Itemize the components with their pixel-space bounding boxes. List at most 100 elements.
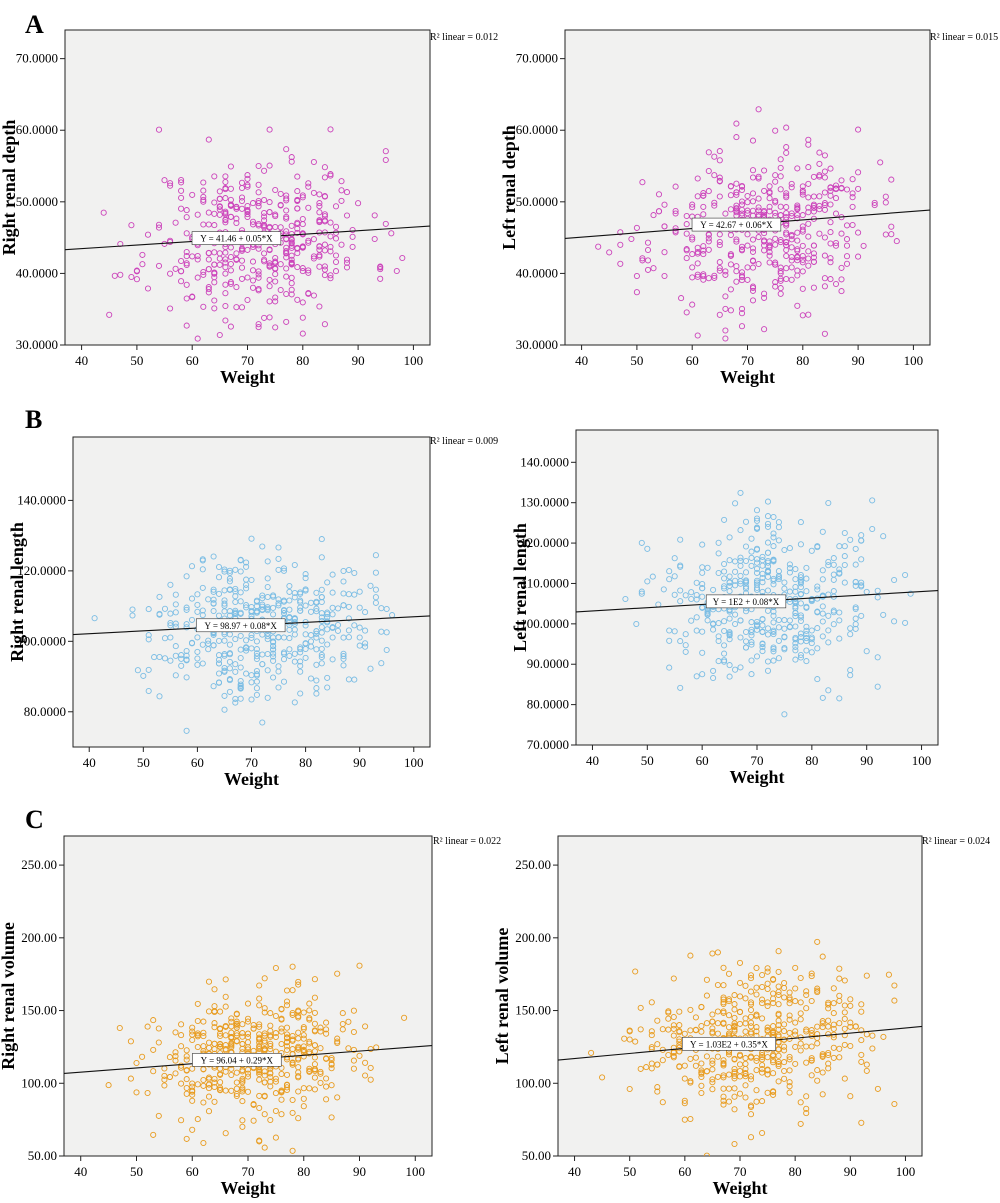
data-point bbox=[178, 268, 185, 275]
data-point bbox=[261, 217, 268, 224]
data-point bbox=[283, 244, 290, 251]
data-point bbox=[183, 214, 190, 221]
data-point bbox=[731, 1026, 738, 1033]
data-point bbox=[786, 1029, 793, 1036]
data-point bbox=[688, 595, 695, 603]
data-point bbox=[183, 621, 190, 628]
data-point bbox=[777, 285, 784, 292]
data-point bbox=[334, 605, 342, 612]
data-point bbox=[632, 968, 639, 975]
data-point bbox=[808, 997, 815, 1005]
data-point bbox=[244, 202, 251, 210]
data-point bbox=[830, 1044, 837, 1051]
data-point bbox=[877, 159, 884, 166]
y-tick-label: 40.0000 bbox=[516, 265, 558, 280]
data-point bbox=[841, 553, 848, 560]
data-point bbox=[345, 627, 352, 634]
data-point bbox=[726, 673, 733, 680]
data-point bbox=[722, 293, 729, 300]
data-point bbox=[144, 1089, 151, 1097]
data-point bbox=[297, 599, 304, 606]
data-point bbox=[720, 1062, 727, 1069]
data-point bbox=[189, 1024, 196, 1031]
data-point bbox=[227, 185, 234, 192]
data-point bbox=[340, 634, 347, 641]
data-point bbox=[836, 992, 843, 999]
data-point bbox=[819, 1020, 826, 1027]
equation-box bbox=[691, 217, 782, 232]
data-point bbox=[327, 248, 334, 255]
data-point bbox=[700, 190, 707, 197]
data-point bbox=[709, 1066, 716, 1073]
data-point bbox=[731, 1065, 738, 1073]
data-point bbox=[311, 1009, 318, 1016]
data-point bbox=[720, 1093, 727, 1100]
x-tick-label: 100 bbox=[404, 755, 424, 770]
data-point bbox=[305, 237, 312, 244]
data-point bbox=[803, 991, 810, 999]
data-point bbox=[814, 586, 821, 593]
data-point bbox=[749, 190, 757, 197]
data-point bbox=[671, 628, 678, 635]
data-point bbox=[716, 193, 723, 200]
data-point bbox=[183, 604, 190, 611]
data-point bbox=[232, 588, 239, 595]
data-point bbox=[764, 567, 772, 574]
data-point bbox=[781, 1067, 788, 1075]
data-point bbox=[676, 1042, 683, 1049]
data-point bbox=[332, 252, 340, 259]
data-point bbox=[759, 1062, 766, 1069]
data-point bbox=[275, 684, 282, 691]
data-point bbox=[825, 1049, 832, 1057]
data-point bbox=[648, 1028, 655, 1035]
plot-area bbox=[564, 29, 931, 346]
data-point bbox=[264, 583, 271, 591]
data-point bbox=[792, 566, 799, 573]
data-point bbox=[753, 984, 760, 991]
data-point bbox=[338, 197, 345, 204]
data-point bbox=[167, 182, 174, 189]
data-point bbox=[283, 249, 290, 256]
data-point bbox=[266, 209, 273, 216]
x-tick-label: 50 bbox=[130, 353, 143, 368]
data-point bbox=[316, 303, 323, 310]
points bbox=[100, 126, 406, 342]
data-point bbox=[814, 1067, 821, 1074]
data-point bbox=[836, 965, 843, 972]
data-point bbox=[788, 184, 795, 191]
data-point bbox=[294, 250, 301, 257]
data-point bbox=[329, 656, 336, 663]
data-point bbox=[744, 192, 751, 200]
data-point bbox=[827, 229, 834, 236]
data-point bbox=[799, 223, 806, 230]
data-point bbox=[683, 230, 690, 237]
panel-letter-c: C bbox=[25, 805, 44, 834]
data-point bbox=[666, 568, 673, 575]
data-point bbox=[259, 607, 266, 614]
data-point bbox=[323, 1026, 330, 1033]
x-tick-label: 80 bbox=[789, 1164, 802, 1179]
data-point bbox=[849, 203, 856, 210]
data-point bbox=[311, 1074, 318, 1081]
y-tick-label: 100.0000 bbox=[520, 616, 569, 631]
data-point bbox=[272, 213, 279, 220]
x-axis-title: Weight bbox=[220, 1178, 275, 1198]
data-point bbox=[294, 225, 301, 232]
data-point bbox=[283, 1043, 291, 1050]
data-point bbox=[692, 1062, 699, 1069]
equation-box bbox=[681, 1036, 776, 1051]
data-point bbox=[749, 137, 757, 144]
data-point bbox=[294, 188, 301, 195]
data-point bbox=[297, 646, 304, 653]
y-tick-label: 120.0000 bbox=[17, 563, 66, 578]
data-point bbox=[172, 1029, 179, 1036]
data-point bbox=[772, 241, 779, 248]
data-point bbox=[250, 1025, 257, 1032]
data-point bbox=[874, 654, 881, 661]
data-point bbox=[275, 555, 282, 562]
data-point bbox=[661, 249, 668, 256]
data-point bbox=[267, 1042, 274, 1050]
data-point bbox=[167, 634, 174, 641]
data-point bbox=[248, 631, 255, 639]
data-point bbox=[622, 595, 629, 603]
